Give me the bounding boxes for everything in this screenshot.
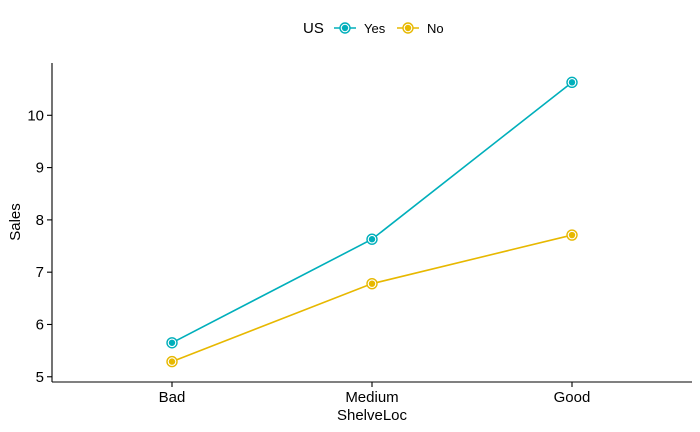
legend-label: Yes	[364, 21, 386, 36]
data-point	[168, 358, 176, 365]
y-tick-label: 8	[36, 212, 44, 229]
y-tick-label: 6	[36, 316, 44, 333]
x-tick-label: Good	[554, 389, 591, 406]
data-point	[568, 231, 576, 239]
series-layer	[166, 76, 578, 368]
y-tick-label: 10	[27, 107, 44, 124]
data-point	[568, 79, 576, 86]
x-tick-label: Medium	[345, 389, 398, 406]
series-no	[166, 229, 578, 368]
data-point	[168, 339, 176, 346]
x-axis-title: ShelveLoc	[337, 407, 408, 424]
data-point	[368, 236, 376, 243]
y-tick-label: 5	[36, 369, 44, 386]
series-line	[171, 234, 573, 363]
legend-item-yes: Yes	[334, 21, 386, 36]
legend-key-dot	[341, 24, 349, 32]
legend-item-no: No	[397, 21, 444, 36]
axes: 5 6 7 8 9 10 Bad Medium Good ShelveLoc Sales	[7, 63, 692, 424]
y-tick-label: 7	[36, 264, 44, 281]
x-tick-label: Bad	[159, 389, 186, 406]
legend-key-dot	[404, 24, 412, 32]
legend-title: US	[303, 20, 324, 37]
data-point	[368, 280, 376, 287]
y-axis-title: Sales	[7, 203, 24, 241]
y-tick-label: 9	[36, 160, 44, 177]
legend: US Yes No	[303, 20, 444, 37]
series-yes	[166, 76, 578, 349]
legend-label: No	[427, 21, 444, 36]
series-line	[171, 81, 573, 344]
